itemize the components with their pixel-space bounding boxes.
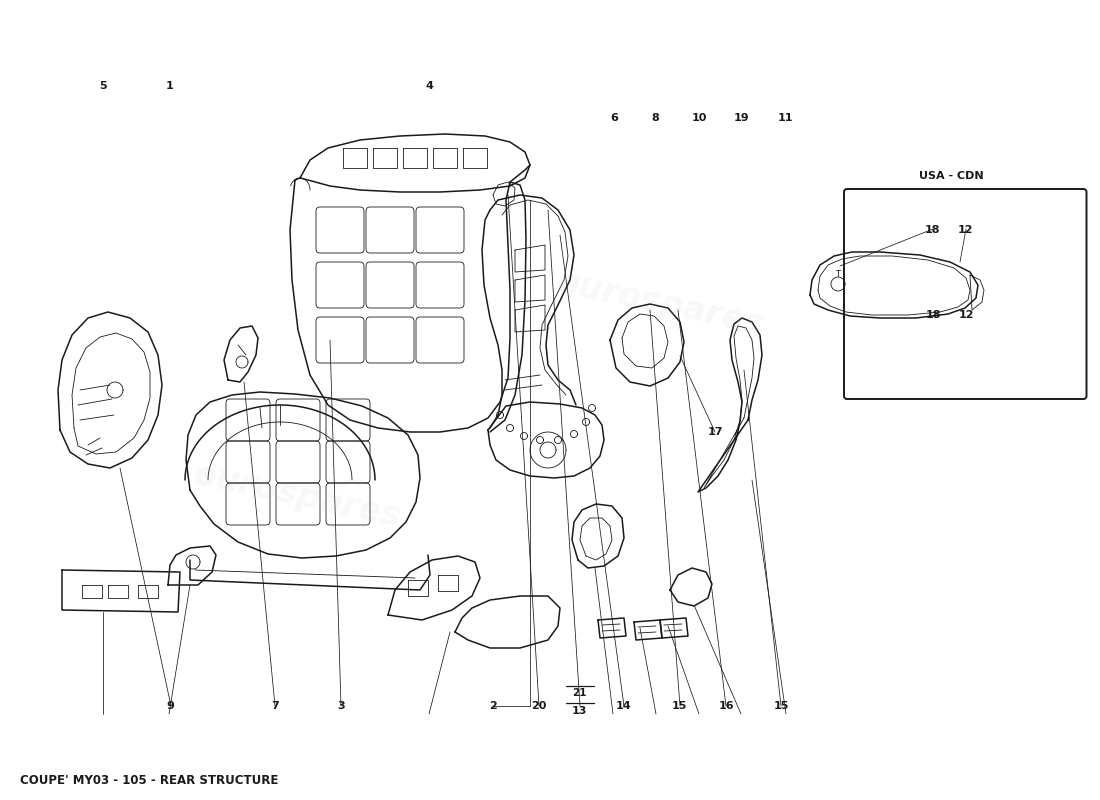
Text: 20: 20 — [531, 701, 547, 710]
Text: 15: 15 — [672, 701, 688, 710]
Text: 16: 16 — [718, 701, 734, 710]
Text: 6: 6 — [609, 114, 618, 123]
Text: 8: 8 — [651, 114, 660, 123]
Text: 17: 17 — [707, 427, 723, 437]
Text: 13: 13 — [572, 706, 587, 716]
Text: eurospares: eurospares — [553, 266, 767, 342]
Text: USA - CDN: USA - CDN — [920, 171, 983, 181]
Text: 21: 21 — [572, 688, 587, 698]
Text: 5: 5 — [100, 82, 107, 91]
Text: 18: 18 — [925, 225, 940, 234]
Text: 3: 3 — [338, 701, 344, 710]
Text: 10: 10 — [692, 114, 707, 123]
Text: 14: 14 — [616, 701, 631, 710]
Text: 1: 1 — [165, 82, 174, 91]
Text: eurospares: eurospares — [190, 458, 404, 534]
Text: 4: 4 — [425, 82, 433, 91]
Text: 7: 7 — [271, 701, 279, 710]
Text: 2: 2 — [488, 701, 497, 710]
Text: 12: 12 — [958, 225, 974, 234]
Text: 19: 19 — [734, 114, 749, 123]
Text: 12: 12 — [958, 310, 974, 320]
Text: 15: 15 — [773, 701, 789, 710]
Text: 11: 11 — [778, 114, 793, 123]
Text: COUPE' MY03 - 105 - REAR STRUCTURE: COUPE' MY03 - 105 - REAR STRUCTURE — [20, 774, 278, 787]
Text: 9: 9 — [166, 701, 175, 710]
Text: 18: 18 — [925, 310, 940, 320]
FancyBboxPatch shape — [844, 189, 1087, 399]
